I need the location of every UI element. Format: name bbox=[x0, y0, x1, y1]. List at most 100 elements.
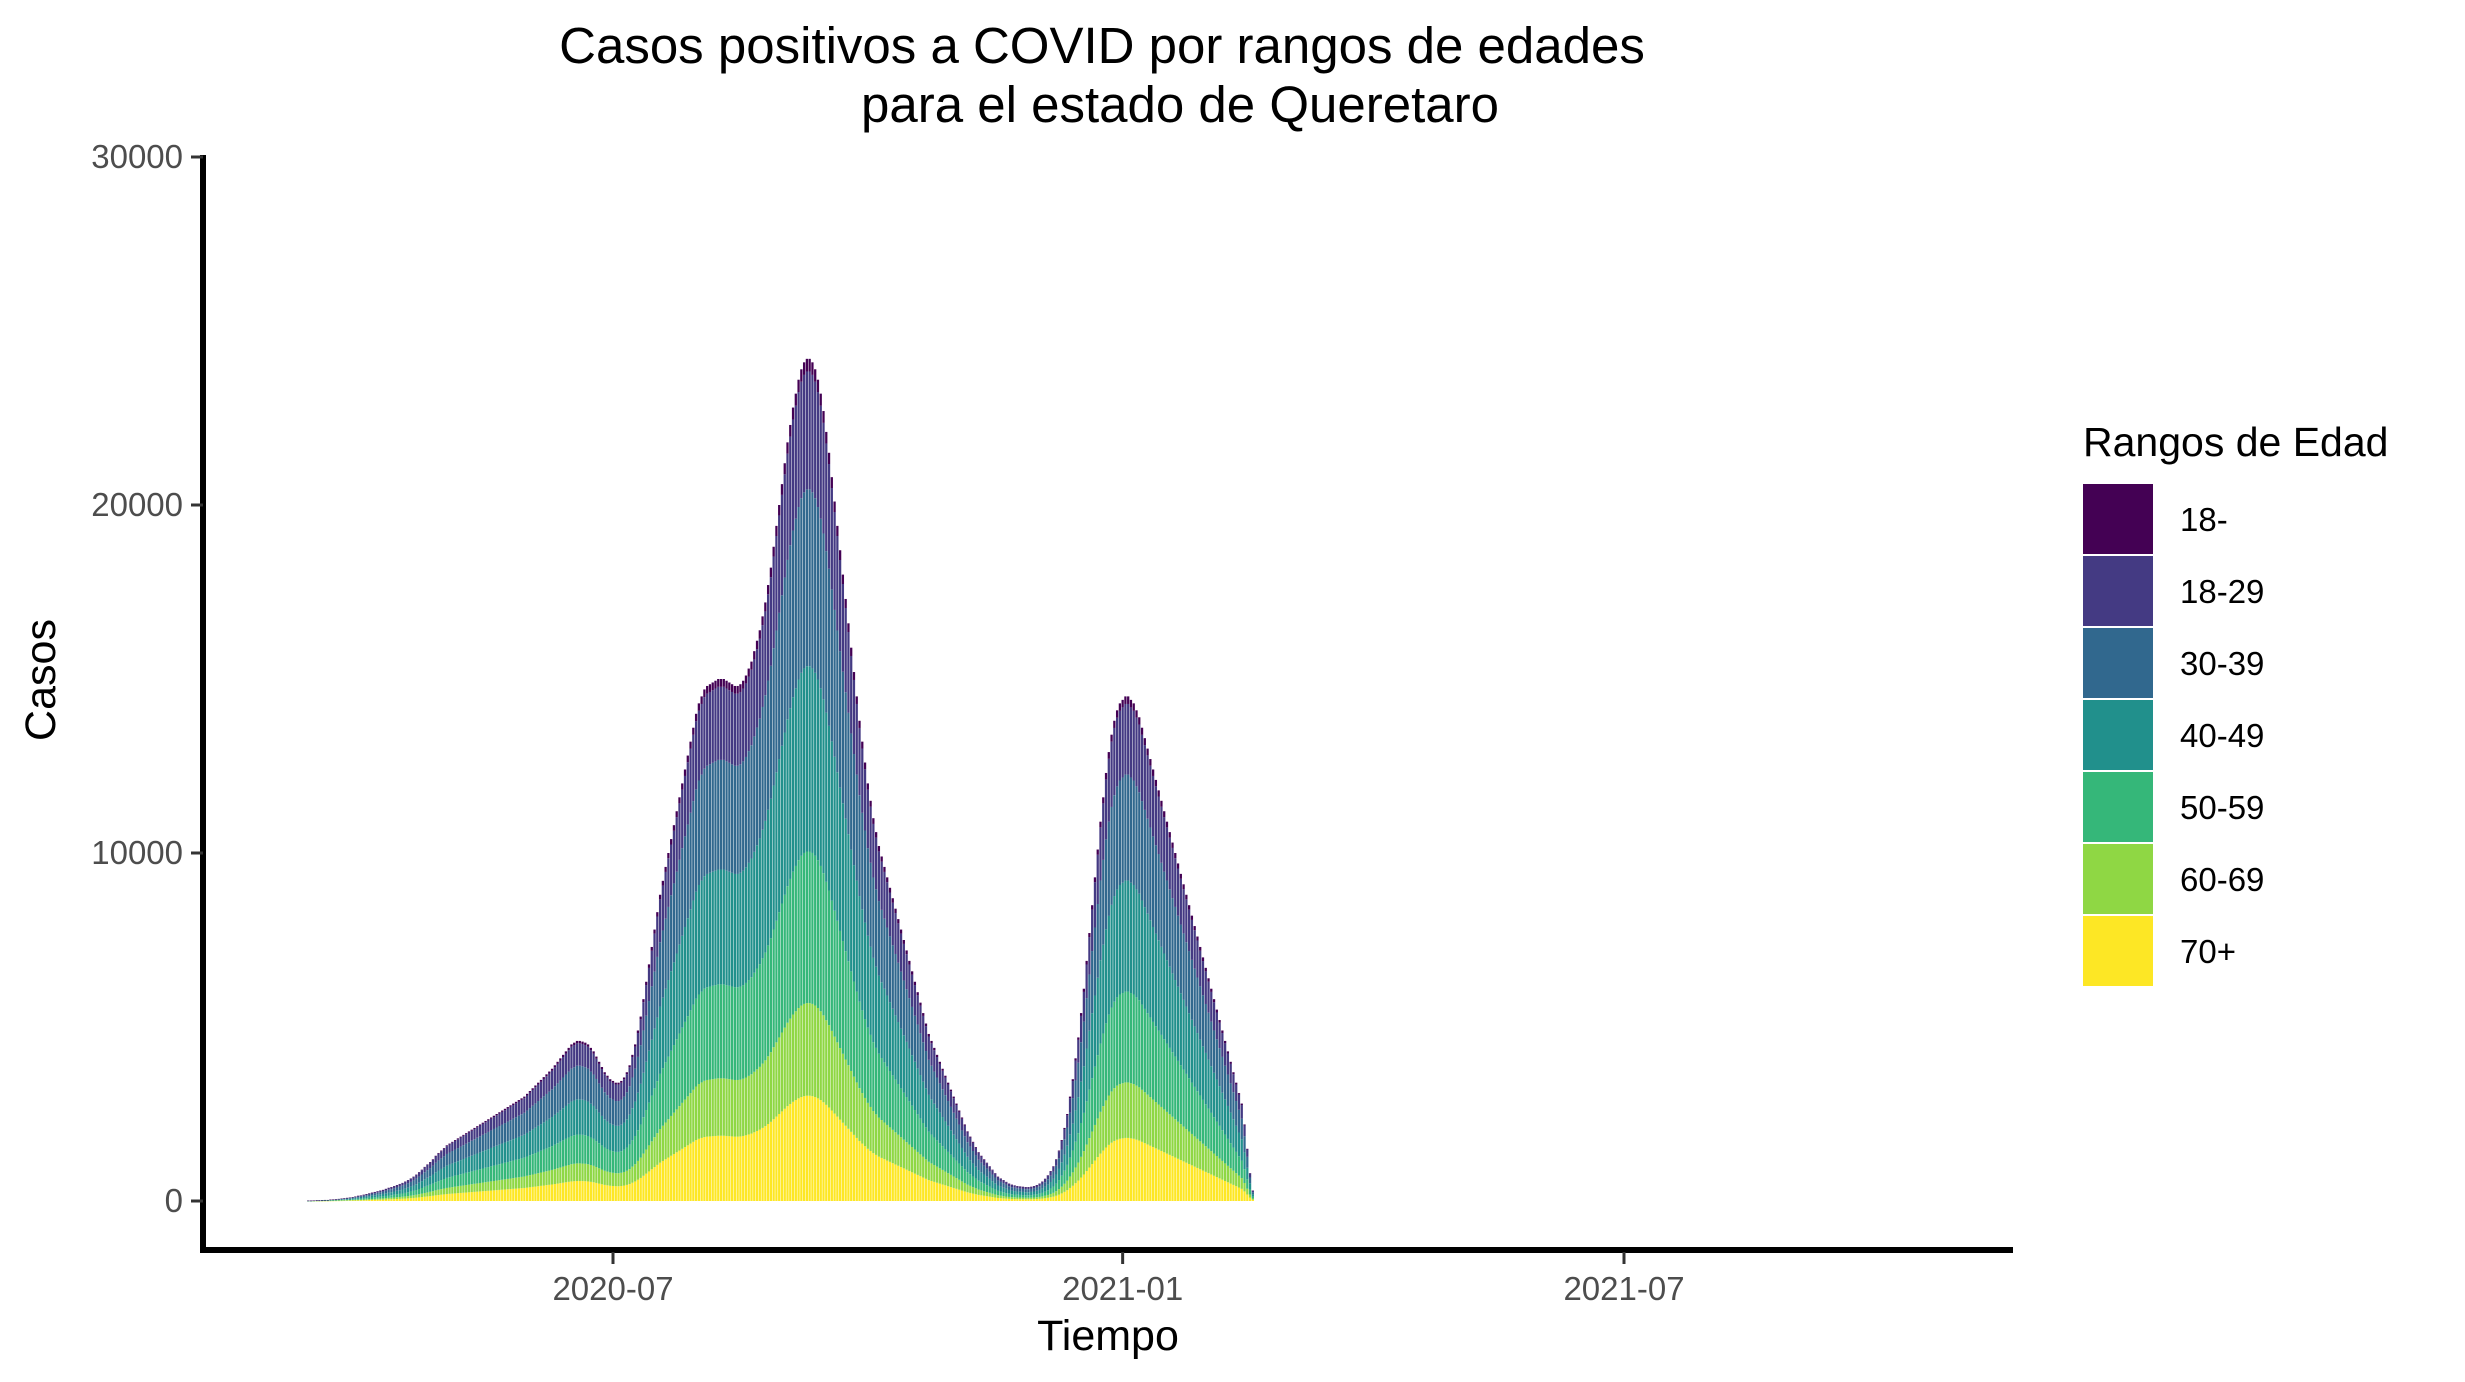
bar-day bbox=[881, 856, 883, 1201]
bar-day bbox=[465, 1133, 467, 1201]
bar-segment-40-49 bbox=[460, 1160, 462, 1174]
bar-segment-18-29 bbox=[1155, 786, 1157, 845]
bar-day bbox=[568, 1048, 570, 1201]
bar-segment-18- bbox=[615, 1083, 617, 1085]
bar-segment-18- bbox=[761, 616, 763, 625]
bar-segment-18-29 bbox=[388, 1188, 390, 1190]
bar-segment-18-29 bbox=[687, 762, 689, 824]
bar-segment-50-59 bbox=[1188, 1078, 1190, 1131]
bar-segment-40-49 bbox=[689, 909, 691, 1010]
bar-segment-70+ bbox=[440, 1195, 442, 1201]
bar-segment-50-59 bbox=[681, 1028, 683, 1103]
bar-segment-18- bbox=[1196, 937, 1198, 941]
bar-segment-60-69 bbox=[1016, 1197, 1018, 1199]
bar-day bbox=[371, 1193, 373, 1201]
bar-segment-30-39 bbox=[529, 1108, 531, 1131]
bar-segment-60-69 bbox=[615, 1173, 617, 1186]
bar-segment-50-59 bbox=[925, 1127, 927, 1159]
bar-segment-60-69 bbox=[748, 1076, 750, 1135]
bar-segment-70+ bbox=[1246, 1194, 1248, 1201]
bar-segment-30-39 bbox=[753, 736, 755, 851]
bar-segment-30-39 bbox=[385, 1191, 387, 1194]
bar-segment-60-69 bbox=[418, 1194, 420, 1197]
bar-segment-18- bbox=[947, 1083, 949, 1085]
bar-segment-60-69 bbox=[1221, 1161, 1223, 1180]
bar-segment-30-39 bbox=[983, 1166, 985, 1175]
bar-segment-40-49 bbox=[390, 1192, 392, 1195]
bar-day bbox=[645, 982, 647, 1201]
bar-segment-40-49 bbox=[429, 1176, 431, 1185]
bar-segment-18-29 bbox=[864, 769, 866, 830]
bar-segment-50-59 bbox=[1191, 1083, 1193, 1134]
bar-segment-70+ bbox=[1205, 1172, 1207, 1201]
bar-segment-18-29 bbox=[576, 1043, 578, 1065]
bar-segment-50-59 bbox=[847, 961, 849, 1065]
bar-segment-18- bbox=[1127, 696, 1129, 704]
bar-day bbox=[986, 1163, 988, 1201]
bar-segment-40-49 bbox=[969, 1160, 971, 1174]
bar-segment-70+ bbox=[584, 1181, 586, 1201]
bar-day bbox=[1158, 790, 1160, 1201]
bar-segment-40-49 bbox=[864, 923, 866, 1019]
bar-segment-18- bbox=[451, 1142, 453, 1143]
bar-day bbox=[1124, 696, 1126, 1201]
bar-day bbox=[698, 703, 700, 1201]
bar-segment-18-29 bbox=[1135, 718, 1137, 787]
bar-segment-50-59 bbox=[759, 964, 761, 1067]
bar-segment-50-59 bbox=[1230, 1143, 1232, 1168]
bar-segment-18- bbox=[545, 1074, 547, 1076]
bar-day bbox=[717, 679, 719, 1201]
bar-segment-60-69 bbox=[590, 1165, 592, 1182]
bar-segment-30-39 bbox=[1055, 1166, 1057, 1175]
bar-segment-50-59 bbox=[1108, 1015, 1110, 1096]
bar-segment-40-49 bbox=[529, 1131, 531, 1155]
bar-segment-40-49 bbox=[354, 1198, 356, 1199]
bar-segment-50-59 bbox=[1050, 1189, 1052, 1194]
bar-segment-30-39 bbox=[1202, 995, 1204, 1046]
bar-segment-18- bbox=[662, 881, 664, 886]
bar-segment-60-69 bbox=[648, 1145, 650, 1171]
bar-day bbox=[529, 1091, 531, 1201]
bar-segment-30-39 bbox=[792, 531, 794, 698]
bar-segment-40-49 bbox=[889, 1002, 891, 1071]
bar-segment-40-49 bbox=[446, 1166, 448, 1178]
bar-segment-18- bbox=[601, 1067, 603, 1069]
bar-segment-50-59 bbox=[592, 1139, 594, 1166]
bar-segment-40-49 bbox=[371, 1196, 373, 1198]
bar-segment-18- bbox=[512, 1104, 514, 1105]
bar-segment-60-69 bbox=[512, 1178, 514, 1189]
bar-segment-40-49 bbox=[947, 1126, 949, 1152]
bar-segment-70+ bbox=[739, 1136, 741, 1201]
bar-day bbox=[598, 1062, 600, 1201]
legend-swatch bbox=[2083, 628, 2153, 698]
bar-segment-70+ bbox=[1074, 1183, 1076, 1201]
bar-day bbox=[825, 432, 827, 1201]
bar-segment-60-69 bbox=[1241, 1178, 1243, 1189]
bar-segment-18-29 bbox=[645, 985, 647, 1016]
bar-segment-30-39 bbox=[601, 1088, 603, 1116]
bar-segment-70+ bbox=[1108, 1145, 1110, 1201]
bar-day bbox=[460, 1137, 462, 1201]
bar-segment-50-59 bbox=[939, 1143, 941, 1168]
bar-segment-60-69 bbox=[421, 1194, 423, 1197]
bar-segment-50-59 bbox=[496, 1165, 498, 1181]
bar-day bbox=[443, 1148, 445, 1201]
bar-segment-50-59 bbox=[1105, 1023, 1107, 1100]
bar-day bbox=[1055, 1159, 1057, 1201]
bar-segment-70+ bbox=[764, 1126, 766, 1201]
bar-segment-40-49 bbox=[692, 900, 694, 1004]
bar-segment-30-39 bbox=[856, 775, 858, 881]
bar-segment-30-39 bbox=[997, 1180, 999, 1185]
bar-segment-70+ bbox=[861, 1144, 863, 1201]
bar-segment-60-69 bbox=[1008, 1197, 1010, 1199]
bar-segment-50-59 bbox=[748, 980, 750, 1076]
bar-segment-30-39 bbox=[714, 761, 716, 870]
bar-segment-18- bbox=[1069, 1097, 1071, 1099]
legend-item: 30-39 bbox=[2083, 628, 2264, 698]
bar-segment-18- bbox=[587, 1044, 589, 1046]
bar-segment-50-59 bbox=[426, 1186, 428, 1193]
bar-segment-70+ bbox=[1124, 1138, 1126, 1201]
bar-segment-30-39 bbox=[498, 1126, 500, 1145]
bar-segment-60-69 bbox=[382, 1198, 384, 1199]
bar-segment-50-59 bbox=[684, 1022, 686, 1100]
